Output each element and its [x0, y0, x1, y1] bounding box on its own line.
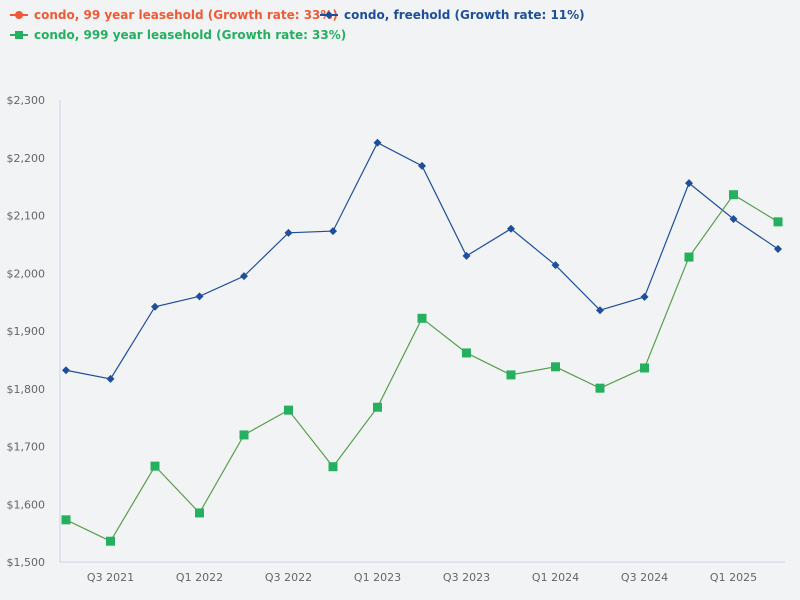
x-tick-label: Q3 2021: [87, 571, 134, 584]
legend-label: condo, freehold (Growth rate: 11%): [344, 8, 585, 22]
x-tick-label: Q1 2022: [176, 571, 223, 584]
x-tick-label: Q1 2024: [532, 571, 579, 584]
square-marker[interactable]: [106, 536, 115, 546]
legend-item-99-year-leasehold[interactable]: condo, 99 year leasehold (Growth rate: 3…: [10, 8, 338, 22]
y-tick-label: $2,300: [7, 94, 46, 107]
diamond-marker[interactable]: [373, 138, 382, 147]
square-marker[interactable]: [373, 402, 382, 412]
x-tick-label: Q1 2023: [354, 571, 401, 584]
square-marker[interactable]: [239, 430, 249, 440]
y-tick-label: $2,200: [7, 152, 46, 165]
x-tick-label: Q3 2022: [265, 571, 312, 584]
y-tick-label: $2,000: [7, 267, 46, 280]
y-tick-label: $2,100: [7, 210, 46, 223]
square-marker[interactable]: [462, 348, 471, 358]
diamond-marker[interactable]: [418, 161, 426, 170]
square-marker[interactable]: [284, 405, 293, 415]
square-marker[interactable]: [640, 363, 649, 373]
square-marker[interactable]: [551, 362, 560, 372]
diamond-marker[interactable]: [462, 251, 471, 260]
chart-lines: [61, 138, 783, 546]
square-marker[interactable]: [328, 462, 338, 472]
y-tick-label: $1,900: [7, 325, 46, 338]
x-tick-label: Q3 2024: [621, 571, 668, 584]
diamond-marker[interactable]: [195, 292, 204, 301]
diamond-marker[interactable]: [685, 179, 693, 188]
diamond-marker[interactable]: [729, 214, 738, 223]
legend-item-freehold[interactable]: condo, freehold (Growth rate: 11%): [320, 8, 585, 22]
x-tick-label: Q3 2023: [443, 571, 490, 584]
diamond-marker[interactable]: [284, 228, 293, 237]
circle-icon: [10, 11, 28, 19]
square-marker[interactable]: [684, 252, 694, 262]
legend-item-999-year-leasehold[interactable]: condo, 999 year leasehold (Growth rate: …: [10, 28, 346, 42]
diamond-marker[interactable]: [106, 374, 115, 383]
diamond-marker[interactable]: [640, 292, 649, 301]
square-marker[interactable]: [773, 217, 783, 227]
diamond-marker[interactable]: [329, 227, 337, 236]
square-marker[interactable]: [417, 313, 427, 323]
diamond-marker[interactable]: [507, 224, 515, 233]
legend-label: condo, 99 year leasehold (Growth rate: 3…: [34, 8, 338, 22]
chart-axes: $1,500 $1,600 $1,700 $1,800 $1,900 $2,000 $2,1…: [7, 94, 785, 584]
square-marker[interactable]: [61, 515, 71, 525]
diamond-marker[interactable]: [596, 306, 604, 315]
y-tick-label: $1,500: [7, 556, 46, 569]
square-marker[interactable]: [506, 370, 516, 380]
diamond-marker[interactable]: [240, 272, 248, 281]
x-tick-label: Q1 2025: [710, 571, 757, 584]
square-icon: [10, 31, 28, 39]
diamond-marker[interactable]: [62, 366, 70, 375]
square-marker[interactable]: [595, 383, 605, 393]
square-marker[interactable]: [150, 461, 160, 471]
y-tick-label: $1,800: [7, 383, 46, 396]
square-marker[interactable]: [729, 190, 738, 200]
series-1: [62, 138, 782, 383]
diamond-marker[interactable]: [151, 302, 159, 311]
legend-label: condo, 999 year leasehold (Growth rate: …: [34, 28, 347, 42]
series-2: [61, 190, 783, 546]
diamond-icon: [320, 11, 338, 19]
square-marker[interactable]: [195, 508, 204, 518]
diamond-marker[interactable]: [551, 261, 560, 270]
y-tick-label: $1,600: [7, 498, 46, 511]
diamond-marker[interactable]: [774, 244, 782, 253]
y-tick-label: $1,700: [7, 441, 46, 454]
